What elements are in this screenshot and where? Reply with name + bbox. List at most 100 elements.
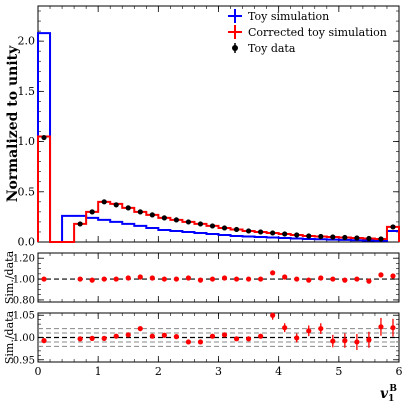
zoom-ratio-point — [282, 325, 288, 331]
toy-data-point — [354, 235, 360, 241]
zoom-ratio-point — [245, 336, 252, 342]
toy-data-point — [318, 233, 324, 240]
ratio-point — [125, 275, 131, 281]
toy-data-point — [89, 209, 95, 215]
zoom-ratio-point — [113, 333, 119, 339]
ratio-point — [306, 277, 312, 283]
main-y-axis-label: Normalized to unity — [5, 45, 21, 202]
zoom-ratio-point — [270, 312, 276, 318]
toy-data-point — [185, 219, 192, 225]
zoom-ratio-point — [342, 338, 348, 344]
toy-data-point — [282, 231, 288, 237]
ratio-point — [77, 276, 83, 282]
zoom-ratio-point — [197, 339, 204, 345]
toy-data-point — [233, 226, 240, 233]
toy-data-point — [390, 224, 396, 230]
ratio-point — [378, 272, 384, 278]
ratio-panel-ytick-label: 1.20 — [13, 254, 35, 265]
histogram-corrected-toy-simulation — [37, 135, 400, 243]
x-axis-label-main: v — [380, 386, 389, 402]
x-tick-label: 4 — [275, 365, 282, 378]
main-panel-ytick-label: 2.0 — [18, 35, 36, 48]
ratio-point — [330, 276, 336, 282]
ratio-point — [258, 276, 264, 282]
zoom-ratio-point — [149, 333, 155, 339]
ratio-point — [113, 276, 119, 282]
zoom-ratio-point — [209, 333, 216, 339]
zoom-ratio-point — [378, 324, 384, 330]
zoom-ratio-point — [318, 325, 324, 332]
toy-data-point — [378, 236, 384, 242]
x-tick-label: 2 — [155, 365, 162, 378]
ratio-point — [390, 273, 396, 279]
ratio-panel-ytick-label: 1.00 — [13, 275, 35, 286]
ratio-point — [173, 276, 179, 282]
zoom-ratio-point — [41, 338, 47, 344]
ratio-point — [161, 276, 167, 282]
ratio-y-axis-label: Sim./data — [3, 250, 16, 304]
ratio-point — [185, 275, 192, 281]
ratio-point — [149, 275, 155, 281]
zoom-ratio-point — [294, 335, 300, 341]
zoom-ratio-point — [101, 335, 107, 341]
zoom-ratio-point — [306, 328, 312, 334]
ratio-point — [342, 277, 348, 283]
zoom-ratio-panel-ytick-label: 1.05 — [13, 311, 35, 322]
main-panel-ytick-label: 0.0 — [18, 236, 36, 249]
zoom-ratio-point — [330, 338, 336, 344]
zoom-ratio-point — [89, 335, 95, 341]
zoom-ratio-y-axis-label: Sim./data — [3, 310, 16, 364]
toy-data-point — [221, 225, 228, 231]
x-tick-label: 3 — [215, 365, 222, 378]
toy-data-point — [113, 202, 119, 208]
x-axis-label-sup: B — [389, 384, 397, 394]
ratio-point — [318, 275, 324, 281]
zoom-ratio-point — [161, 332, 167, 338]
toy-data-point — [77, 221, 83, 227]
x-tick-label: 6 — [396, 365, 403, 378]
x-tick-label: 1 — [95, 365, 102, 378]
ratio-point — [366, 278, 372, 284]
zoom-ratio-point — [390, 325, 396, 331]
legend-label-2: Toy data — [248, 42, 296, 55]
legend-label-1: Corrected toy simulation — [248, 26, 387, 39]
ratio-point — [209, 276, 216, 282]
toy-data-point — [125, 205, 131, 211]
x-tick-label: 0 — [35, 365, 42, 378]
ratio-point — [354, 276, 360, 282]
toy-data-point — [209, 223, 216, 229]
ratio-point — [282, 274, 288, 280]
legend-label-0: Toy simulation — [248, 10, 329, 23]
ratio-point — [101, 276, 107, 282]
zoom-ratio-point — [354, 339, 360, 345]
toy-data-point — [258, 229, 264, 235]
ratio-point — [294, 276, 300, 282]
toy-data-point — [149, 212, 155, 218]
ratio-point — [233, 276, 240, 282]
ratio-point — [137, 274, 143, 280]
toy-data-point — [41, 134, 47, 141]
x-axis-label-sub: 1 — [388, 394, 394, 404]
toy-data-point — [101, 199, 107, 205]
zoom-ratio-point — [125, 332, 131, 338]
toy-data-point — [270, 230, 276, 236]
toy-data-point — [137, 209, 143, 215]
toy-data-point — [245, 228, 252, 234]
zoom-ratio-point — [221, 332, 228, 338]
ratio-panel-frame — [37, 252, 400, 303]
zoom-ratio-point — [366, 337, 372, 343]
main-panel-frame — [37, 5, 400, 243]
zoom-ratio-panel-ytick-label: 0.95 — [13, 355, 35, 366]
toy-data-point — [161, 215, 167, 221]
zoom-ratio-point — [258, 333, 264, 339]
toy-data-point — [306, 233, 312, 239]
toy-data-point — [173, 217, 179, 223]
main-panel-ytick-label: 1.0 — [18, 135, 36, 148]
histogram-toy-simulation — [37, 32, 400, 243]
ratio-point — [245, 276, 252, 282]
zoom-ratio-point — [137, 325, 143, 332]
zoom-ratio-point — [185, 339, 192, 345]
zoom-ratio-point — [77, 336, 83, 342]
toy-data-point — [197, 221, 204, 227]
